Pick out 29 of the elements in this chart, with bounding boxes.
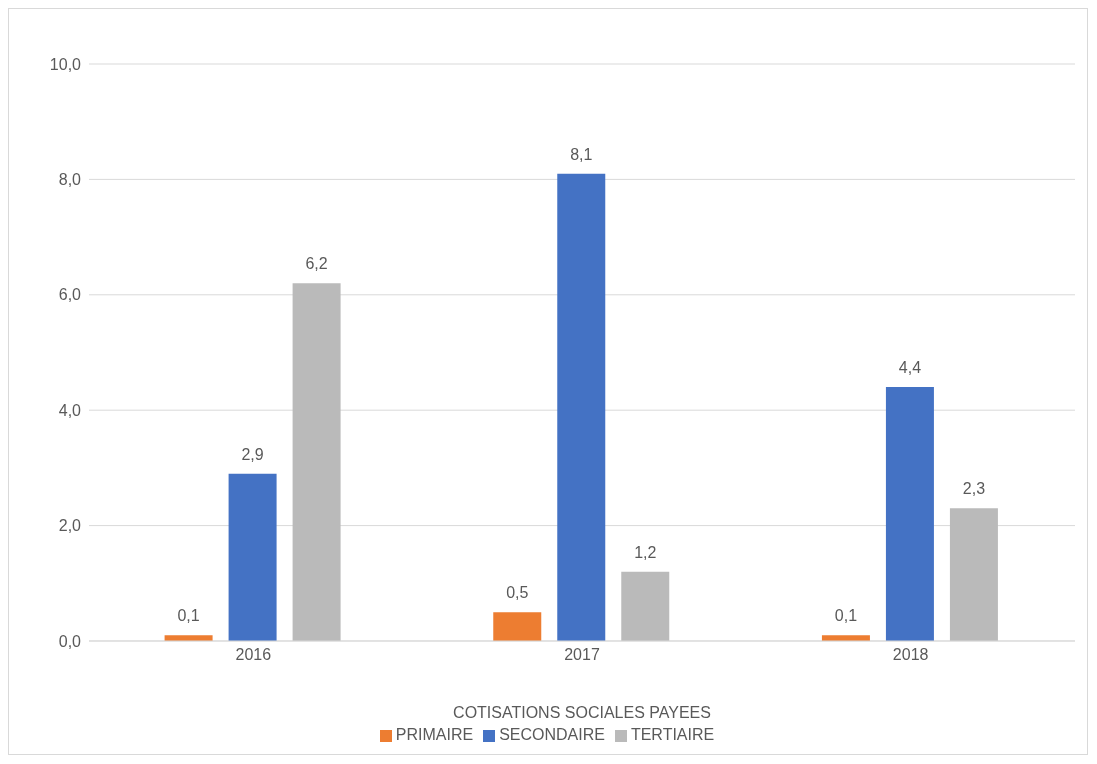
data-label: 2,9 <box>241 445 264 463</box>
x-tick-label: 2017 <box>564 646 600 664</box>
data-label: 0,1 <box>834 607 858 625</box>
bar <box>493 612 542 641</box>
y-tick-label: 10,0 <box>49 55 82 73</box>
data-label: 0,5 <box>506 584 529 602</box>
data-label: 2,3 <box>962 480 986 498</box>
data-label: 8,1 <box>570 145 593 163</box>
legend-label: SECONDAIRE <box>499 726 605 743</box>
bar <box>621 571 670 641</box>
data-label: 0,1 <box>177 607 200 625</box>
y-tick-label: 2,0 <box>58 517 82 535</box>
bar <box>885 387 934 641</box>
bar <box>292 283 341 641</box>
data-label: 1,2 <box>634 543 657 561</box>
x-axis-title: COTISATIONS SOCIALES PAYEES <box>453 704 711 721</box>
legend-label: TERTIAIRE <box>630 726 715 743</box>
bar <box>949 508 998 641</box>
y-tick-label: 8,0 <box>58 171 82 189</box>
legend-label: PRIMAIRE <box>395 726 474 743</box>
y-tick-label: 6,0 <box>58 286 82 304</box>
data-label: 4,4 <box>898 359 922 377</box>
x-tick-label: 2016 <box>235 646 272 664</box>
x-tick-label: 2018 <box>892 646 929 664</box>
data-label: 6,2 <box>305 255 328 273</box>
bar <box>557 173 606 641</box>
y-tick-label: 4,0 <box>58 401 82 419</box>
y-tick-label: 0,0 <box>58 632 82 650</box>
bar <box>228 473 277 641</box>
